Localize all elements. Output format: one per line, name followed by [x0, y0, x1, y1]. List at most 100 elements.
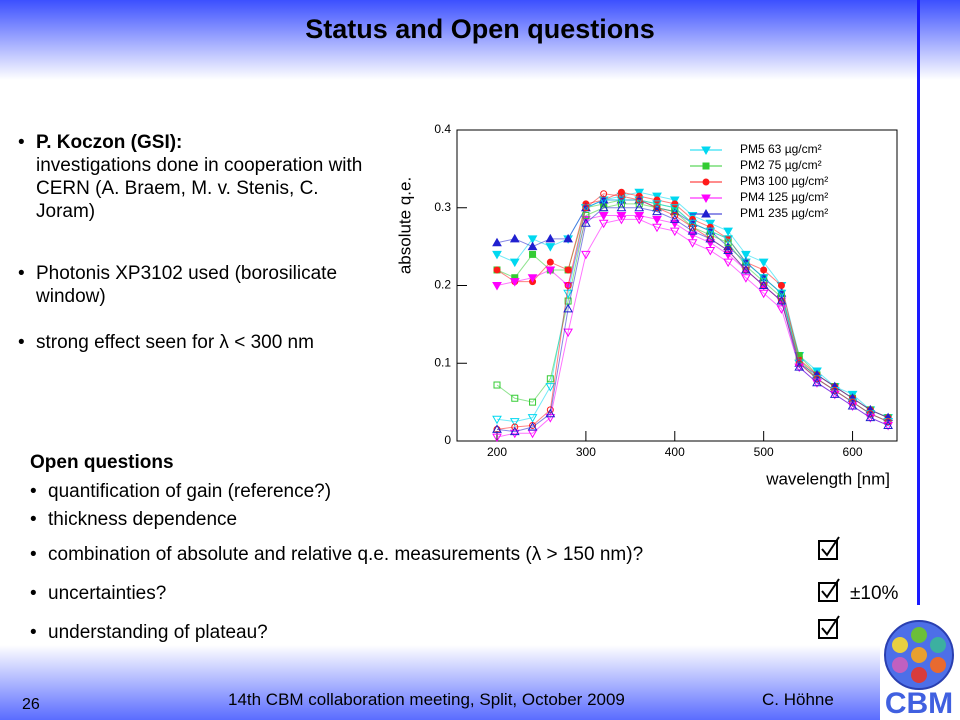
data-point — [669, 227, 680, 237]
data-point — [493, 266, 501, 274]
legend-marker — [701, 146, 711, 156]
data-point — [866, 410, 874, 418]
footer-event: 14th CBM collaboration meeting, Split, O… — [228, 690, 625, 709]
question: understanding of plateau? — [30, 621, 268, 644]
footer-author: C. Höhne — [762, 690, 834, 709]
bullet-text: investigations done in cooperation with … — [36, 155, 363, 222]
data-point — [653, 204, 661, 212]
data-point — [758, 258, 769, 268]
y-tick-label: 0.2 — [434, 278, 451, 292]
bullet: P. Koczon (GSI):investigations done in c… — [18, 131, 366, 223]
data-point — [760, 278, 768, 286]
data-point — [758, 289, 769, 299]
data-point — [777, 282, 785, 289]
y-tick-label: 0 — [444, 433, 451, 447]
data-point — [545, 233, 556, 243]
data-point — [706, 231, 714, 239]
footer-band — [0, 645, 960, 720]
data-point — [705, 233, 716, 243]
data-point — [865, 412, 876, 422]
data-point — [598, 202, 609, 212]
data-point — [582, 204, 590, 212]
data-point — [527, 274, 538, 283]
data-point — [652, 215, 662, 225]
data-point — [492, 237, 502, 247]
data-point — [581, 218, 591, 227]
legend-marker — [701, 194, 711, 204]
data-point — [689, 223, 697, 231]
data-point — [813, 375, 821, 383]
data-point — [723, 235, 733, 244]
checkboxes — [818, 536, 840, 639]
bullet: strong effect seen for λ < 300 nm — [18, 331, 366, 354]
data-point — [493, 381, 501, 389]
data-point — [687, 226, 698, 235]
data-point — [723, 258, 733, 268]
legend-marker — [701, 208, 711, 218]
series-line — [496, 207, 889, 433]
data-point — [883, 420, 893, 429]
bullet-head: P. Koczon (GSI): — [36, 132, 183, 153]
data-point — [545, 266, 556, 275]
legend-label: PM1 235 µg/cm² — [740, 206, 828, 220]
data-point — [527, 235, 538, 244]
data-point — [492, 433, 502, 443]
data-point — [563, 233, 573, 243]
data-point — [563, 289, 573, 299]
data-point — [652, 200, 662, 209]
data-point — [616, 215, 627, 225]
data-point — [545, 243, 556, 252]
data-point — [546, 258, 554, 266]
legend-label: PM5 63 µg/cm² — [740, 142, 822, 156]
legend-label: PM2 75 µg/cm² — [740, 158, 822, 172]
data-point — [634, 215, 645, 225]
data-point — [600, 190, 608, 198]
data-point — [652, 206, 662, 216]
data-point — [829, 389, 840, 398]
data-point — [669, 214, 680, 223]
question: uncertainties? — [30, 582, 166, 605]
slide-title: Status and Open questions — [305, 14, 655, 44]
data-point — [564, 266, 572, 274]
data-point — [687, 219, 698, 229]
legend-label: PM4 125 µg/cm² — [740, 190, 828, 204]
data-point — [758, 280, 769, 289]
data-point — [509, 429, 520, 439]
data-point — [617, 200, 625, 208]
data-point — [563, 328, 573, 338]
data-point — [776, 289, 787, 299]
data-point — [705, 227, 716, 237]
x-tick-label: 300 — [576, 445, 596, 459]
data-point — [616, 196, 627, 205]
data-point — [511, 394, 519, 402]
data-point — [671, 212, 679, 220]
data-point — [741, 274, 751, 283]
data-point — [545, 414, 556, 423]
note: ±10% — [850, 583, 899, 604]
data-point — [492, 424, 502, 433]
data-point — [812, 377, 822, 387]
x-tick-label: 600 — [843, 445, 863, 459]
data-point — [687, 239, 698, 248]
y-axis-label: absolute q.e. — [395, 177, 414, 274]
data-point — [705, 247, 716, 256]
data-point — [546, 375, 554, 383]
x-tick-label: 500 — [754, 445, 774, 459]
data-point — [598, 212, 609, 221]
y-tick-label: 0.3 — [434, 200, 451, 214]
data-point — [634, 202, 645, 212]
data-point — [653, 196, 661, 204]
data-point — [776, 296, 787, 305]
data-point — [509, 418, 520, 427]
question: quantification of gain (reference?) — [30, 480, 331, 503]
data-point — [563, 303, 573, 313]
data-point — [760, 266, 768, 274]
data-point — [741, 250, 751, 260]
data-point — [492, 415, 502, 425]
x-tick-label: 400 — [665, 445, 685, 459]
legend-label: PM3 100 µg/cm² — [740, 174, 828, 188]
data-point — [723, 245, 733, 255]
legend-marker — [702, 178, 710, 186]
data-point — [509, 278, 520, 287]
